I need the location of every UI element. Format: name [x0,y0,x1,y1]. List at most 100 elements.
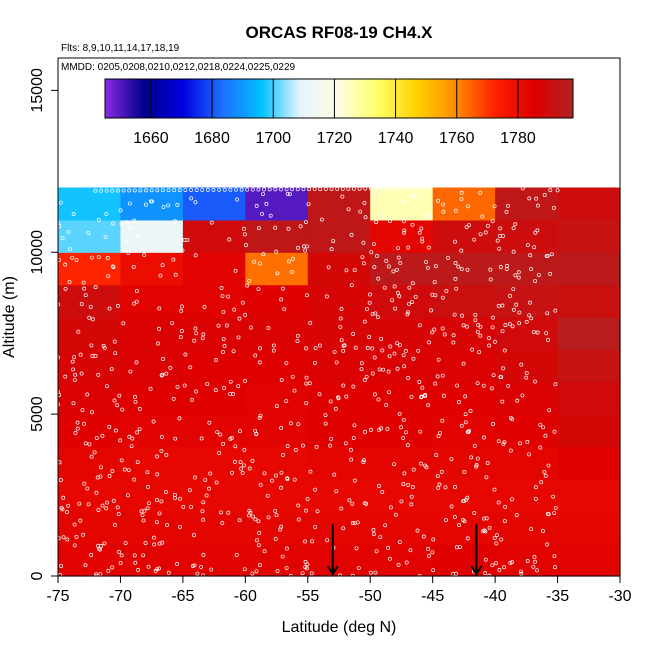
track-point [172,188,177,193]
track-point [308,320,313,325]
track-point [338,324,343,329]
track-point [444,289,449,293]
track-point [392,351,397,356]
track-point [70,359,75,364]
track-point [399,425,403,430]
track-point [463,412,468,417]
track-point [205,187,210,192]
heatmap-cell [557,543,621,577]
heatmap-cell [58,349,122,383]
track-point [273,225,278,230]
track-point [292,477,297,482]
track-point [160,188,165,193]
track-point [369,570,373,575]
track-point [420,236,425,241]
track-point [199,564,203,569]
track-point [516,275,521,280]
track-point [228,391,233,396]
track-point [453,276,458,281]
track-point [124,240,129,244]
track-point [230,470,235,475]
track-point [397,539,402,544]
track-point [535,568,539,573]
track-point [417,230,422,235]
track-point [180,248,185,253]
track-point [325,538,330,543]
track-point [377,213,382,218]
track-point [402,471,407,476]
track-point [454,286,459,291]
heatmap-cell [557,511,621,545]
track-point [157,306,162,311]
track-point [547,408,552,413]
track-point [405,443,410,448]
track-point [494,541,499,546]
track-point [551,494,556,499]
track-point [339,307,344,311]
heatmap-cell [307,219,371,253]
x-tick-label: -45 [421,588,444,605]
track-point [361,458,366,463]
track-point [472,237,477,242]
heatmap-cell [182,414,246,448]
track-point [190,397,195,402]
track-point [502,348,507,353]
track-point [477,350,481,355]
track-point [328,399,333,404]
track-point [221,441,226,446]
track-point [166,188,171,193]
track-point [508,293,512,298]
track-point [253,353,258,358]
track-point [111,265,116,270]
track-point [472,511,477,515]
track-point [539,480,544,485]
track-point [81,280,86,285]
track-point [544,331,549,336]
track-point [200,509,205,514]
heatmap-cell [120,511,184,545]
track-point [370,311,375,316]
track-point [418,461,423,466]
track-point [221,309,226,314]
track-point [527,313,532,318]
track-point [370,371,375,376]
track-point [179,329,184,333]
track-point [92,450,97,455]
track-point [107,424,112,429]
track-point [329,247,334,252]
track-point [110,469,115,474]
track-point [502,519,507,524]
track-point [60,236,65,241]
heatmap-cell [370,187,434,221]
track-point [121,321,126,326]
track-point [480,214,485,219]
track-point [290,187,295,192]
track-point [318,343,322,348]
track-point [61,535,66,540]
track-point [323,187,328,191]
track-point [397,294,402,299]
track-point [247,508,252,513]
track-point [517,310,522,315]
track-point [250,458,255,463]
track-point [380,348,385,353]
track-point [408,194,413,198]
heatmap-cell [245,187,309,221]
heatmap-cell [245,252,309,286]
track-point [465,324,469,329]
track-point [415,528,420,533]
track-point [501,366,506,371]
track-point [96,217,101,222]
track-point [339,506,344,511]
track-point [525,243,530,248]
track-point [116,511,121,516]
track-point [461,499,466,504]
track-point [254,569,259,574]
track-point [295,339,300,344]
track-point [201,552,206,557]
track-point [551,205,556,210]
track-point [266,326,271,330]
track-point [56,536,61,541]
colorbar-gradient [104,78,574,119]
